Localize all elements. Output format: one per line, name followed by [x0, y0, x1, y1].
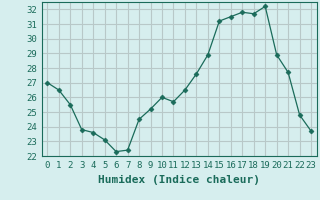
X-axis label: Humidex (Indice chaleur): Humidex (Indice chaleur)	[98, 175, 260, 185]
